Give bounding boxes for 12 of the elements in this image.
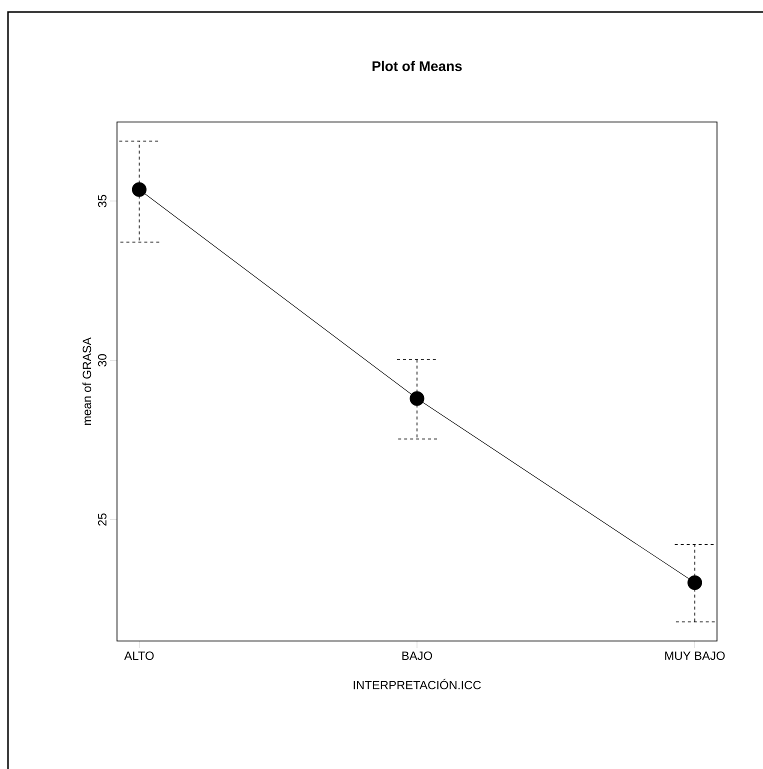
point (687, 575, 702, 590)
x-tick-label: BAJO (402, 652, 432, 660)
point (132, 182, 147, 197)
y-axis-title: mean of GRASA (82, 337, 92, 425)
x-tick-label: ALTO (124, 652, 154, 660)
point (410, 391, 424, 406)
y-tick-label: 30 (98, 354, 106, 366)
x-tick-label: MUY BAJO (665, 652, 725, 660)
x-axis-title: INTERPRETACIÓN.ICC (354, 678, 481, 690)
y-tick-label: 35 (98, 194, 106, 208)
y-tick-label: 25 (98, 513, 106, 526)
chart-title: Plot of Means (372, 60, 462, 72)
